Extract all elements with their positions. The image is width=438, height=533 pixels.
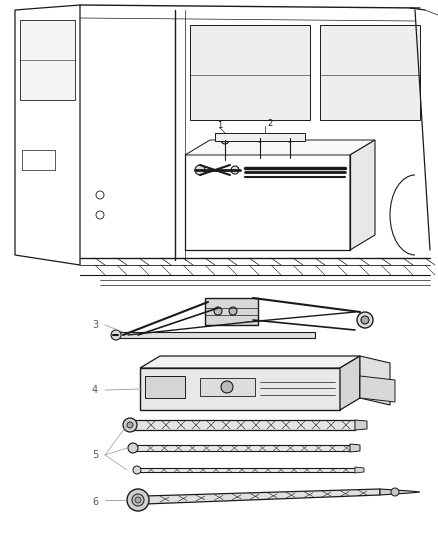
Polygon shape <box>118 332 315 338</box>
Polygon shape <box>350 140 375 250</box>
Polygon shape <box>355 467 364 473</box>
Circle shape <box>195 165 205 175</box>
Circle shape <box>361 316 369 324</box>
Circle shape <box>214 307 222 315</box>
Circle shape <box>391 488 399 496</box>
Bar <box>200 378 255 396</box>
Polygon shape <box>20 20 75 100</box>
Circle shape <box>123 418 137 432</box>
Circle shape <box>127 489 149 511</box>
Circle shape <box>256 134 264 142</box>
Polygon shape <box>190 25 310 120</box>
Circle shape <box>229 307 237 315</box>
Text: 6: 6 <box>92 497 98 507</box>
Polygon shape <box>145 489 380 504</box>
Polygon shape <box>360 376 395 402</box>
Circle shape <box>221 136 229 144</box>
Polygon shape <box>138 468 355 472</box>
Polygon shape <box>185 140 375 155</box>
Polygon shape <box>140 356 360 368</box>
Circle shape <box>128 443 138 453</box>
Bar <box>215 133 305 141</box>
Polygon shape <box>140 368 340 410</box>
Bar <box>145 376 185 398</box>
Polygon shape <box>135 445 350 451</box>
Text: 5: 5 <box>92 450 98 460</box>
Circle shape <box>231 166 239 174</box>
Polygon shape <box>205 298 258 325</box>
Text: 4: 4 <box>92 385 98 395</box>
Polygon shape <box>132 420 355 430</box>
Circle shape <box>111 330 121 340</box>
Polygon shape <box>320 25 420 120</box>
Polygon shape <box>355 420 367 430</box>
Text: 3: 3 <box>92 320 98 330</box>
Text: 1: 1 <box>217 122 223 131</box>
Circle shape <box>357 312 373 328</box>
Circle shape <box>135 497 141 503</box>
Polygon shape <box>380 489 420 495</box>
Circle shape <box>132 494 144 506</box>
Circle shape <box>133 466 141 474</box>
Polygon shape <box>340 356 360 410</box>
Circle shape <box>127 422 133 428</box>
Polygon shape <box>360 356 390 405</box>
Circle shape <box>286 134 294 142</box>
Circle shape <box>221 381 233 393</box>
Text: 2: 2 <box>267 119 272 128</box>
Polygon shape <box>350 444 360 452</box>
